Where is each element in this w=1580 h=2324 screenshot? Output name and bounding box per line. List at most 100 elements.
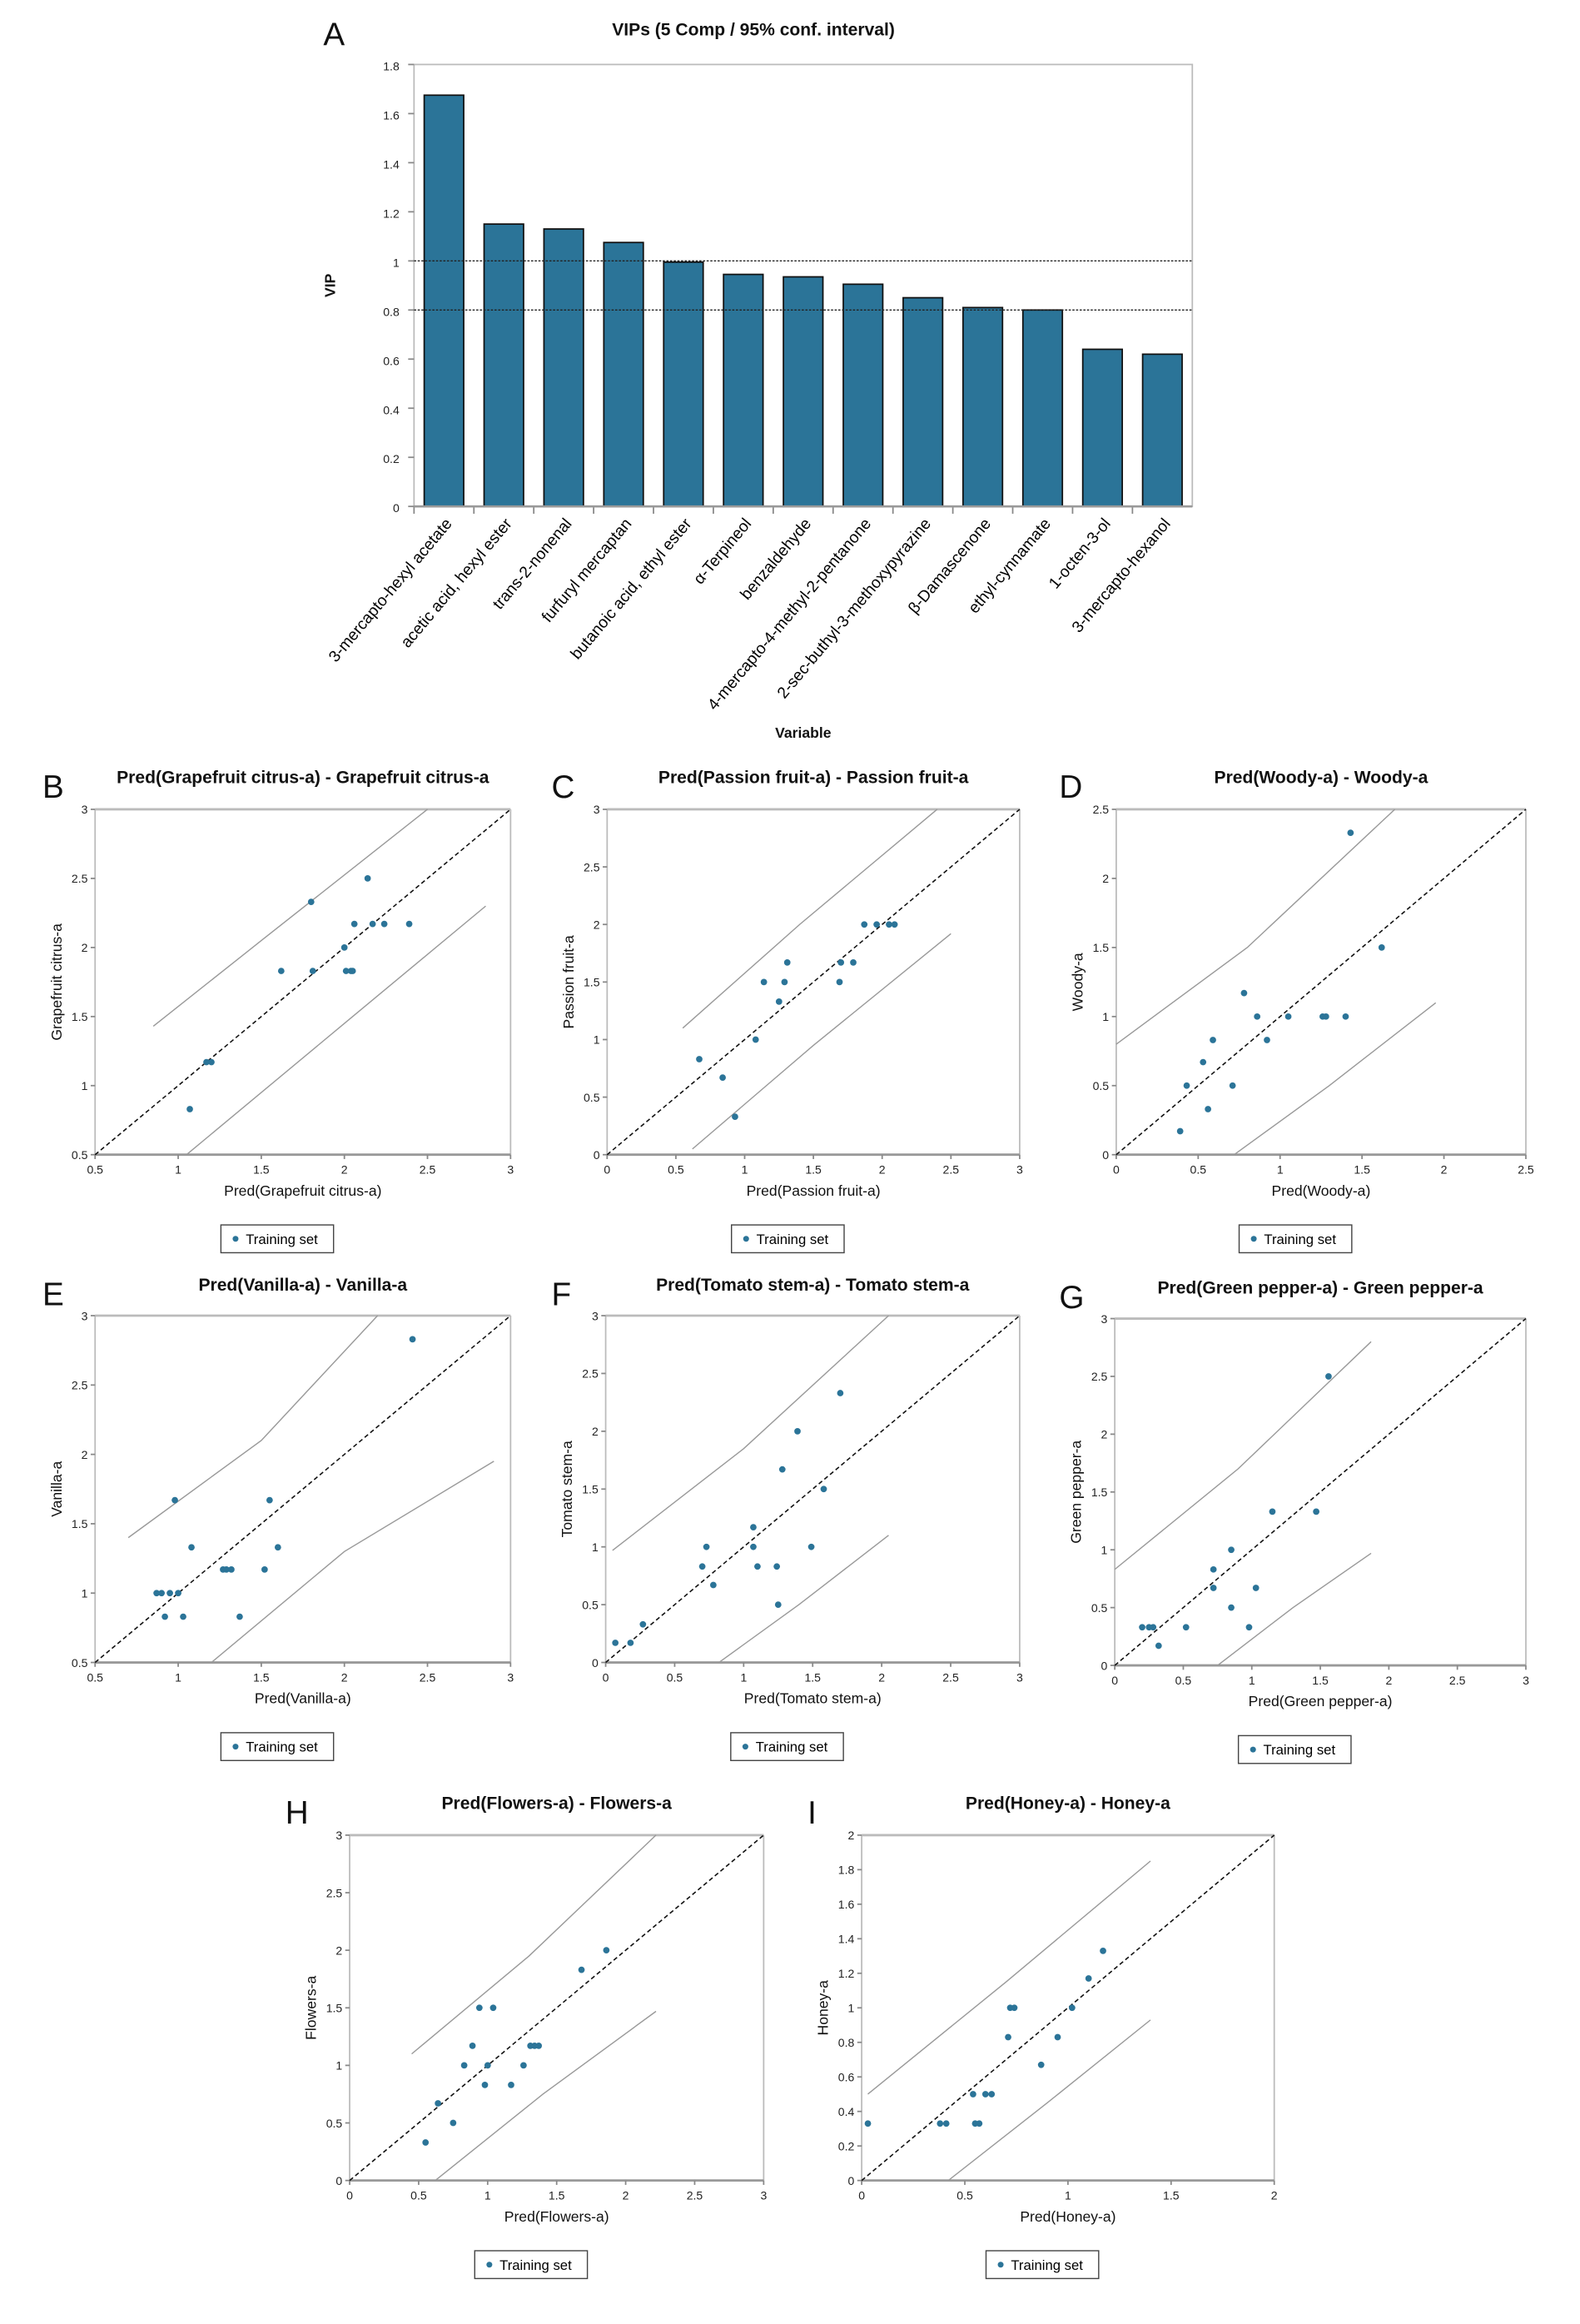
legend: Training set (474, 2250, 589, 2280)
data-point (1325, 1373, 1332, 1380)
data-point (603, 1947, 610, 1954)
bar (423, 94, 465, 508)
x-axis-label: Pred(Passion fruit-a) (747, 1182, 881, 1199)
y-tick-label: 1.5 (326, 2002, 343, 2015)
y-tick-label: 2 (82, 1448, 88, 1461)
y-axis-label: Vanilla-a (48, 1461, 65, 1517)
x-tick-label: α-Terpineol (690, 515, 755, 588)
x-tick-label: 1.5 (1163, 2189, 1180, 2202)
data-point (1183, 1082, 1190, 1089)
x-tick-label: 3 (760, 2189, 767, 2202)
data-point (1240, 989, 1248, 997)
y-axis-label: Tomato stem-a (559, 1441, 575, 1537)
bar (543, 228, 584, 508)
data-point (223, 1566, 230, 1573)
panel-letter: D (1059, 769, 1082, 805)
y-tick-label: 2 (335, 1943, 342, 1957)
legend-marker (232, 1744, 239, 1750)
data-point (760, 978, 768, 986)
legend-marker (1250, 1236, 1257, 1242)
data-point (1155, 1642, 1162, 1650)
data-point (405, 920, 413, 928)
data-point (180, 1613, 186, 1620)
x-tick-label: 3 (1016, 1670, 1023, 1684)
x-tick-label: 0.5 (956, 2189, 973, 2202)
bar (1081, 348, 1124, 508)
data-point (409, 1336, 416, 1343)
upper-band-line (1114, 1341, 1372, 1570)
panel-letter: C (552, 769, 575, 805)
data-point (864, 2120, 872, 2127)
data-point (774, 1601, 782, 1608)
y-tick-label: 2.5 (584, 860, 600, 873)
data-point (1150, 1624, 1157, 1631)
chart-title: Pred(Honey-a) - Honey-a (966, 1794, 1170, 1813)
lower-band-line (435, 2010, 657, 2182)
data-point (1200, 1058, 1207, 1066)
legend: Training set (220, 1224, 335, 1254)
x-tick-label: 3 (507, 1670, 514, 1684)
y-tick-label: 3 (1101, 1312, 1108, 1326)
data-point (1037, 2061, 1045, 2068)
x-axis-label: Pred(Grapefruit citrus-a) (224, 1182, 381, 1199)
legend-label: Training set (1264, 1742, 1336, 1758)
chart-title: Pred(Passion fruit-a) - Passion fruit-a (658, 768, 969, 787)
y-tick-label: 0 (1102, 1148, 1109, 1162)
y-tick-label: 0.8 (838, 2036, 855, 2049)
y-tick-label: 3 (592, 1309, 599, 1322)
legend-box (220, 1732, 335, 1761)
data-point (703, 1543, 710, 1550)
y-tick-label: 2.5 (1093, 803, 1110, 816)
x-axis-label: Pred(Tomato stem-a) (744, 1690, 882, 1707)
x-tick-label: 1.5 (549, 2189, 565, 2202)
bar (783, 276, 824, 508)
data-point (1322, 1013, 1329, 1020)
y-axis-label: VIP (321, 273, 338, 297)
lower-band-line (718, 1535, 889, 1664)
data-point (837, 958, 845, 966)
x-tick-label: 2 (1441, 1163, 1448, 1177)
legend-marker (232, 1236, 239, 1242)
data-point (873, 921, 880, 928)
bar (961, 306, 1004, 508)
data-point (942, 2120, 950, 2127)
y-tick-label: 0.5 (1093, 1079, 1110, 1092)
x-tick-label: 0.5 (1190, 1163, 1207, 1177)
x-tick-label: 0 (1111, 1674, 1118, 1687)
lower-band-line (211, 1461, 494, 1664)
data-point (1342, 1013, 1349, 1020)
lower-band-line (947, 2019, 1151, 2182)
data-point (309, 968, 316, 974)
data-point (1269, 1508, 1276, 1515)
data-point (1313, 1508, 1319, 1515)
data-point (188, 1544, 195, 1551)
upper-band-line (127, 1315, 379, 1539)
upper-band-line (411, 1834, 657, 2055)
legend-marker (486, 2262, 493, 2268)
y-axis-label: Passion fruit-a (560, 935, 577, 1028)
data-point (1139, 1624, 1145, 1631)
data-point (1054, 2033, 1061, 2041)
y-tick-label: 0.6 (383, 354, 400, 367)
y-tick-label: 1.4 (383, 157, 400, 171)
x-tick-label: 2 (878, 1670, 885, 1684)
legend-label: Training set (246, 1739, 318, 1755)
panel-h: H Pred(Flowers-a) - Flowers-a 0 0.5 1 1.5 2 2.5… (286, 1794, 767, 2280)
data-point (1254, 1013, 1261, 1020)
x-tick-label: 1.5 (1354, 1163, 1370, 1177)
y-tick-label: 2 (592, 1425, 599, 1438)
panel-d: D Pred(Woody-a) - Woody-a 0 0.5 1 1.5 2 2.5 0 0.5… (1059, 768, 1534, 1254)
identity-line (861, 1834, 1275, 2182)
legend: Training set (220, 1732, 335, 1761)
data-point (781, 978, 788, 986)
panel-letter: F (552, 1277, 572, 1313)
x-tick-label: 0 (1113, 1163, 1120, 1177)
legend-label: Training set (756, 1739, 828, 1755)
x-tick-label: 1.5 (253, 1670, 270, 1684)
legend-label: Training set (1264, 1232, 1336, 1247)
data-point (158, 1590, 165, 1597)
data-point (1005, 2033, 1011, 2041)
x-axis-label: Pred(Green pepper-a) (1249, 1693, 1393, 1709)
y-axis-label: Grapefruit citrus-a (48, 923, 65, 1041)
